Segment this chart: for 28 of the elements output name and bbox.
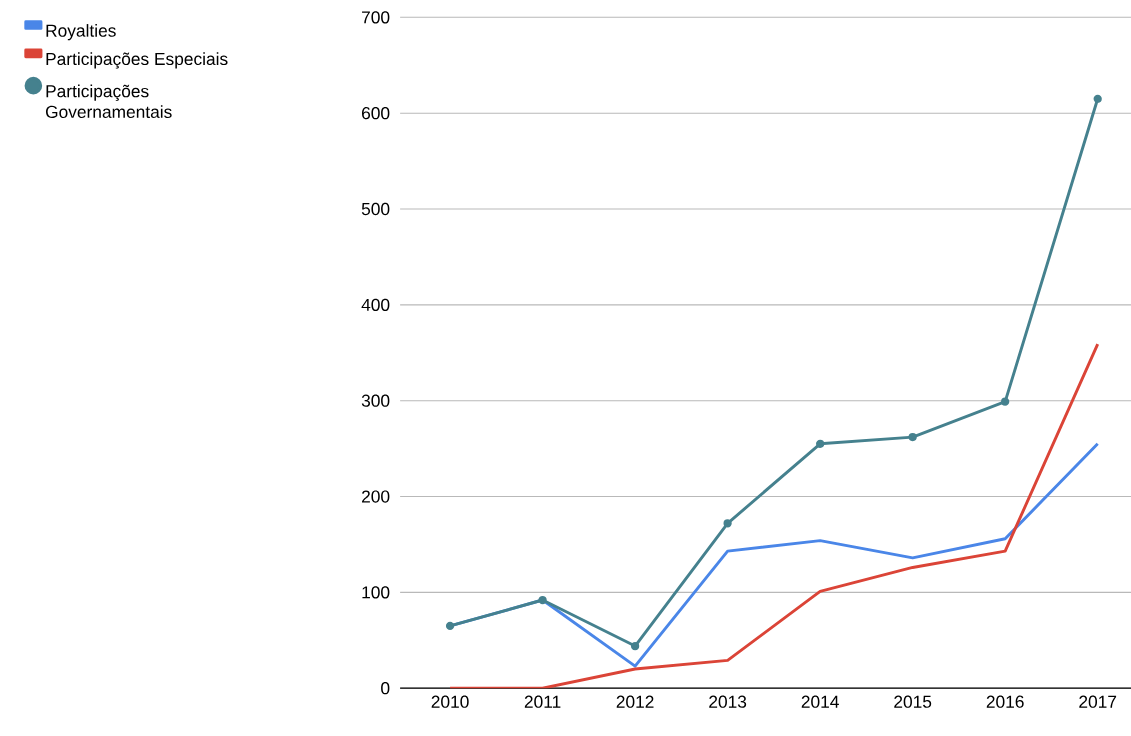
x-tick-label: 2017 bbox=[1079, 695, 1117, 708]
x-tick-label: 2011 bbox=[524, 695, 561, 708]
x-tick-label: 2012 bbox=[616, 695, 654, 708]
point bbox=[630, 641, 640, 651]
point bbox=[723, 519, 732, 528]
y-tick-label: 300 bbox=[361, 394, 390, 407]
point bbox=[1001, 397, 1010, 406]
y-tick-label: 200 bbox=[362, 490, 390, 503]
legend-label: Participações Especiais bbox=[46, 52, 228, 69]
x-tick-label: 2014 bbox=[801, 695, 839, 708]
point bbox=[816, 439, 825, 448]
point bbox=[1093, 94, 1102, 103]
point bbox=[908, 432, 917, 442]
y-tick-label: 700 bbox=[362, 11, 390, 24]
y-tick-label: 600 bbox=[362, 106, 390, 120]
y-tick-label: 0 bbox=[381, 681, 390, 695]
point bbox=[538, 595, 547, 605]
legend-label: Royalties bbox=[46, 23, 116, 41]
legend-label: Participações Governamentais bbox=[45, 84, 172, 118]
point bbox=[445, 621, 455, 630]
x-tick-label: 2010 bbox=[431, 695, 469, 708]
line-series bbox=[448, 342, 1100, 689]
x-tick-label: 2015 bbox=[894, 695, 932, 708]
y-tick-label: 100 bbox=[362, 586, 390, 599]
x-tick-label: 2013 bbox=[709, 695, 747, 708]
y-tick-label: 400 bbox=[361, 298, 390, 311]
y-tick-label: 500 bbox=[361, 202, 390, 216]
x-tick-label: 2016 bbox=[986, 695, 1024, 708]
